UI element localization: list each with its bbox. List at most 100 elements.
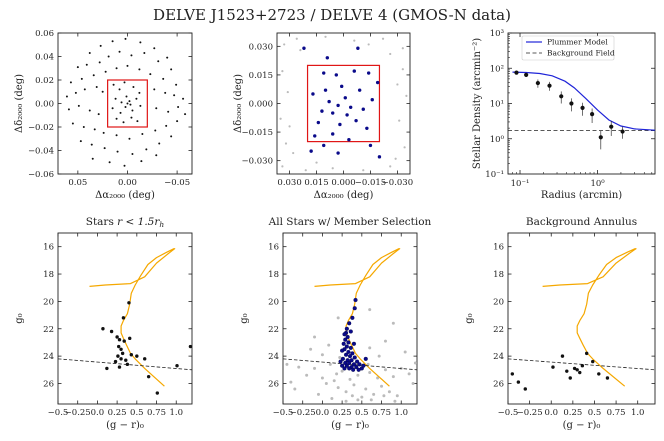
spatial-all-star bbox=[102, 131, 105, 134]
cmd-all-member-star bbox=[354, 365, 359, 370]
radial-profile-data-marker bbox=[524, 72, 529, 77]
cmd-inner-ytick-label: 24 bbox=[43, 352, 54, 362]
cmd-inner-star bbox=[188, 344, 192, 349]
spatial-members-ylabel: Δδ₂₀₀₀ (deg) bbox=[233, 74, 244, 133]
spatial-all-star bbox=[95, 86, 98, 89]
spatial-members-member-star bbox=[356, 46, 360, 50]
cmd-all-field-star bbox=[407, 372, 411, 376]
spatial-all-star bbox=[123, 164, 126, 167]
cmd-all-field-star bbox=[348, 377, 352, 381]
cmd-background-isochrone bbox=[542, 248, 637, 387]
spatial-all-star bbox=[116, 150, 119, 153]
spatial-all-star bbox=[118, 88, 121, 91]
spatial-members-field-star bbox=[353, 39, 356, 42]
cmd-all-member-star bbox=[353, 297, 358, 303]
spatial-members-member-star bbox=[302, 46, 306, 50]
spatial-members-field-star bbox=[304, 169, 307, 172]
radial-profile-data-marker bbox=[559, 94, 564, 99]
spatial-members-xlabel: Δα₂₀₀₀ (deg) bbox=[314, 190, 374, 201]
spatial-members-field-star bbox=[401, 68, 404, 71]
cmd-inner-star bbox=[120, 351, 125, 356]
cmd-all-field-star bbox=[391, 321, 395, 325]
spatial-all-xtick-label: 0.00 bbox=[118, 178, 137, 188]
spatial-members-ytick-label: −0.030 bbox=[242, 157, 273, 167]
cmd-inner-star bbox=[116, 344, 121, 349]
cmd-all-field-star bbox=[332, 379, 336, 383]
cmd-background-star bbox=[551, 365, 555, 369]
cmd-background-star bbox=[523, 387, 527, 391]
spatial-all-star bbox=[138, 91, 141, 94]
spatial-all-star bbox=[135, 97, 138, 100]
spatial-all-frame bbox=[57, 32, 193, 175]
spatial-all-star bbox=[139, 104, 142, 107]
cmd-background-ytick-label: 24 bbox=[493, 352, 504, 362]
cmd-all-field-star bbox=[305, 373, 309, 377]
cmd-all-member-star bbox=[342, 366, 347, 371]
cmd-background-star bbox=[605, 376, 610, 380]
spatial-all-star bbox=[166, 56, 169, 59]
spatial-all-star bbox=[130, 54, 133, 57]
spatial-members-member-star bbox=[334, 73, 339, 77]
spatial-members-field-star bbox=[401, 47, 404, 50]
spatial-all-star bbox=[167, 110, 170, 113]
cmd-all-field-star bbox=[393, 399, 397, 403]
cmd-all-title: All Stars w/ Member Selection bbox=[268, 216, 432, 228]
cmd-all-field-star bbox=[320, 376, 324, 380]
spatial-members-field-star bbox=[324, 35, 327, 38]
spatial-members-field-star bbox=[286, 90, 289, 94]
spatial-members-member-star bbox=[348, 105, 353, 110]
cmd-all-field-star bbox=[369, 398, 373, 402]
spatial-members-member-star bbox=[331, 132, 335, 136]
radial-profile-data-point bbox=[569, 98, 574, 112]
cmd-inner-xlabel: (g − r)₀ bbox=[106, 420, 144, 431]
cmd-all-member-star bbox=[345, 334, 350, 340]
cmd-all-field-star bbox=[297, 365, 301, 369]
cmd-all-field-star bbox=[313, 335, 317, 339]
spatial-members-member-star bbox=[370, 97, 374, 102]
spatial-members-field-star bbox=[279, 117, 282, 120]
cmd-inner-ytick-label: 20 bbox=[43, 297, 54, 307]
cmd-background-xtick-label: −0.25 bbox=[517, 408, 543, 418]
spatial-all-xlabel: Δα₂₀₀₀ (deg) bbox=[95, 190, 155, 201]
radial-profile-data-marker bbox=[569, 101, 574, 106]
spatial-all-star bbox=[173, 94, 176, 97]
cmd-background-star bbox=[572, 366, 577, 371]
cmd-all-field-star bbox=[336, 386, 340, 390]
cmd-all-member-star bbox=[343, 337, 348, 342]
radial-profile-data-marker bbox=[547, 83, 552, 88]
cmd-all-field-star bbox=[320, 353, 324, 357]
cmd-all-field-star bbox=[338, 355, 342, 359]
cmd-inner-title-sub: h bbox=[159, 220, 164, 229]
cmd-inner-star bbox=[143, 357, 147, 361]
spatial-members-member-star bbox=[316, 120, 321, 125]
figure-title: DELVE J1523+2723 / DELVE 4 (GMOS-N data) bbox=[153, 6, 511, 24]
spatial-all-star bbox=[143, 51, 146, 54]
radial-profile-data-point bbox=[620, 126, 625, 139]
radial-profile-data-marker bbox=[590, 112, 595, 117]
cmd-inner-star bbox=[105, 366, 109, 371]
spatial-all-star bbox=[119, 111, 122, 114]
cmd-all-field-star bbox=[395, 394, 399, 398]
cmd-all-field-star bbox=[377, 354, 381, 358]
cmd-all-member-star bbox=[363, 356, 368, 361]
cmd-all-field-star bbox=[391, 375, 395, 379]
cmd-inner-title: Stars r < 1.5rh bbox=[86, 216, 165, 229]
spatial-members-member-star bbox=[338, 122, 342, 127]
cmd-all-member-star bbox=[350, 315, 355, 320]
cmd-inner-xtick-label: 0.0 bbox=[91, 408, 105, 418]
cmd-all-member-star bbox=[346, 340, 351, 345]
cmd-inner-ytick-label: 22 bbox=[43, 325, 54, 335]
cmd-all-field-star bbox=[413, 361, 417, 365]
spatial-members-member-star bbox=[357, 88, 362, 92]
cmd-background-star bbox=[575, 368, 579, 372]
cmd-inner-isochrone bbox=[89, 248, 176, 387]
spatial-all-star bbox=[83, 88, 86, 91]
cmd-background-ylabel: g₀ bbox=[464, 313, 475, 323]
cmd-all-member-star bbox=[347, 360, 352, 366]
radial-profile-xtick-label: 10⁰ bbox=[590, 179, 605, 189]
spatial-all-star bbox=[122, 121, 125, 124]
cmd-inner-star bbox=[128, 336, 132, 341]
spatial-members-member-star bbox=[309, 149, 313, 153]
cmd-inner-star bbox=[125, 362, 130, 367]
spatial-all-star bbox=[176, 120, 179, 123]
